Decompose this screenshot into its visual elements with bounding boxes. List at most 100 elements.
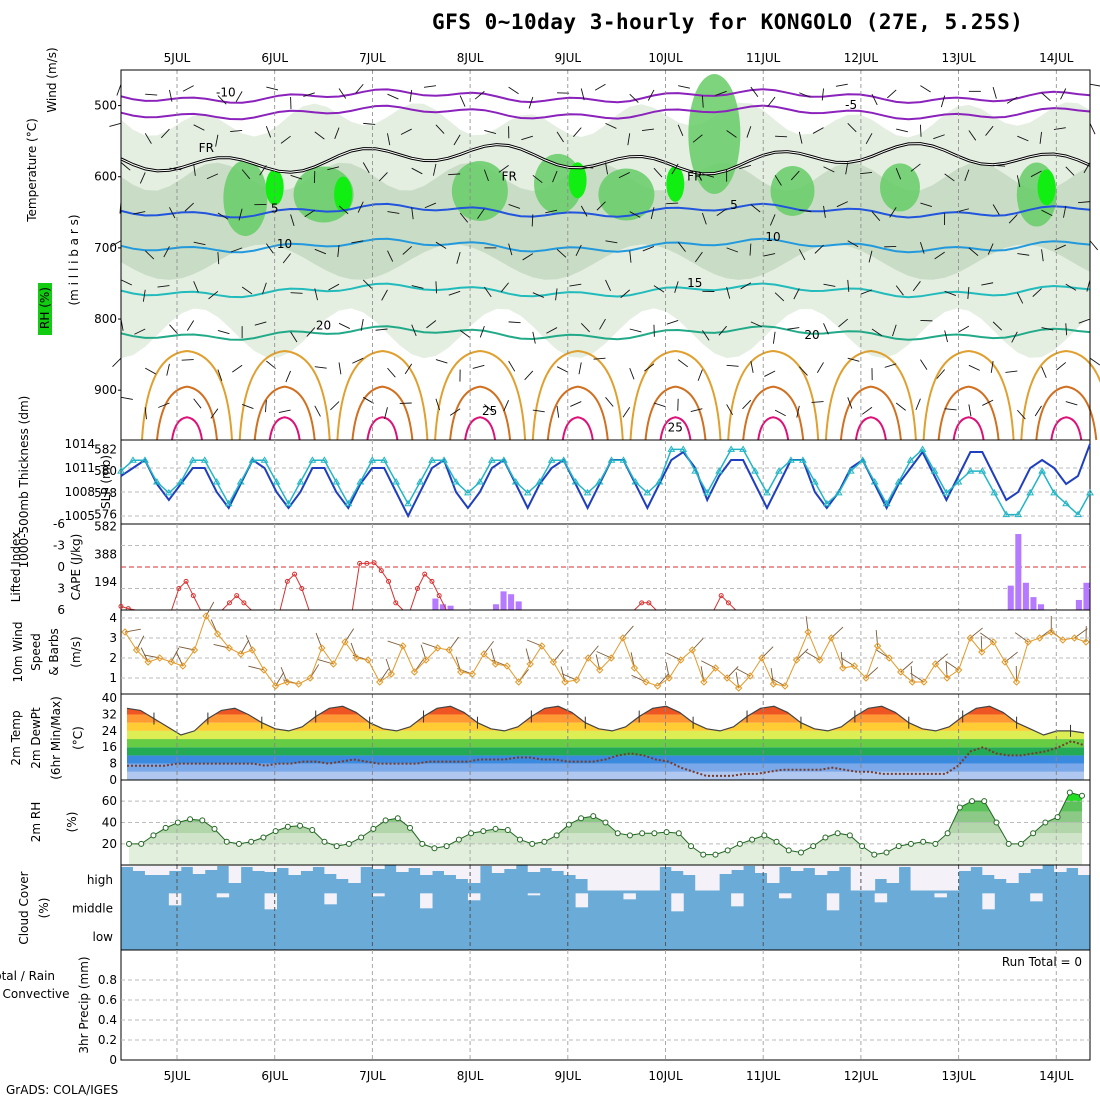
rh-point <box>199 817 206 824</box>
wind-barb <box>886 89 897 99</box>
wind-barb <box>166 363 170 376</box>
wind-speed-point <box>665 674 673 682</box>
wind-barb <box>1016 409 1026 420</box>
rh-point <box>480 828 487 835</box>
wind-speed-point <box>248 646 257 654</box>
wind-barb <box>830 626 844 639</box>
cloud-level-label: high <box>87 873 113 887</box>
cloud-axis-label: Cloud Cover <box>17 871 31 944</box>
wind-barb <box>280 135 291 144</box>
thickness-point <box>655 478 664 485</box>
wind-barb <box>381 289 388 301</box>
rh-color-band <box>129 843 1082 865</box>
rh-moist-cell <box>598 168 655 221</box>
wind-speed-point <box>283 678 291 686</box>
diurnal-contour <box>268 416 301 441</box>
wind-speed-point <box>156 654 164 662</box>
wind-barb <box>235 91 243 102</box>
wind-barb <box>934 251 945 260</box>
wind-barb <box>352 357 364 364</box>
thickness-tick: 580 <box>94 464 117 478</box>
wind-speed-point <box>746 672 754 680</box>
bottom-date-label: 10JUL <box>648 1069 683 1083</box>
wind-barb <box>193 241 206 246</box>
wind-barb <box>387 211 400 214</box>
cloud-mid-gap <box>671 893 684 912</box>
cape-bar <box>515 601 522 610</box>
wind-barb <box>605 279 611 291</box>
diurnal-contour <box>727 350 820 441</box>
thickness-point <box>810 478 819 485</box>
wind-speed-point <box>966 634 974 642</box>
precip-tick: 0.6 <box>98 993 117 1007</box>
wind-barb <box>793 288 800 300</box>
wind-barb <box>666 320 679 325</box>
thickness-point <box>380 456 389 463</box>
wind-barb <box>1041 366 1047 378</box>
wind-barb <box>362 162 370 174</box>
thickness-point <box>990 488 999 496</box>
wind-barb <box>290 214 295 227</box>
wind-barb <box>169 167 182 171</box>
wind-barb <box>944 290 957 297</box>
cape-bar <box>1022 582 1029 610</box>
wind-barb <box>895 168 902 180</box>
rh-point <box>675 830 682 837</box>
wind-barb <box>871 93 878 106</box>
cloud-high-gap <box>360 865 373 867</box>
wind-barb <box>718 325 727 336</box>
wind-barb <box>158 402 170 408</box>
wind-speed-point <box>1082 638 1090 646</box>
wind-barb <box>653 402 666 408</box>
wind-barb <box>265 126 272 138</box>
diurnal-contour <box>854 416 887 441</box>
wind-barb <box>181 359 194 361</box>
wind-speed-point <box>491 660 500 668</box>
wind-barb <box>206 173 219 180</box>
wind-barb <box>362 279 373 289</box>
wind-barb <box>1060 88 1067 100</box>
rh-point <box>284 823 291 830</box>
wind-barb <box>404 363 413 375</box>
thickness-point <box>1062 499 1070 507</box>
upper-air-panel: FR FR FR 5 5 10 10 15 20 20 -5 -10 25 25 500 600 700 800 9… <box>25 47 1100 441</box>
rh-moist-cell <box>770 165 815 216</box>
wind-barb <box>642 246 655 252</box>
cloud-high-gap <box>228 865 242 883</box>
wind-speed-point <box>399 642 407 650</box>
lifted-index-point <box>378 568 384 574</box>
rh-point <box>529 840 536 847</box>
cloud-high-gap <box>910 865 924 891</box>
wind-barb <box>1017 135 1029 142</box>
cloud-high-gap <box>1030 865 1043 869</box>
run-total-label: Run Total = 0 <box>1002 955 1082 969</box>
cloud-high-gap <box>623 865 636 891</box>
wind-barb <box>1014 632 1029 643</box>
lifted-tick: 0 <box>57 560 65 574</box>
thickness-point <box>679 445 688 452</box>
wind-barb <box>285 370 291 383</box>
thickness-point <box>416 478 424 485</box>
cloud-mid-gap <box>731 893 744 907</box>
wind-barb <box>182 85 194 92</box>
wind-barb <box>303 92 315 97</box>
wind-speed-point <box>549 658 558 666</box>
wind-barb <box>620 289 631 299</box>
wind-barb <box>1065 166 1075 176</box>
wind-barb <box>674 281 679 293</box>
wind-barb <box>618 172 630 179</box>
lifted-index-point <box>357 560 363 566</box>
wind-barb <box>474 91 485 100</box>
wind-speed-point <box>607 654 615 662</box>
isotherm-line <box>120 282 1091 299</box>
wind-barb <box>742 399 752 410</box>
wind-barb <box>169 89 173 102</box>
cape-bar <box>508 594 515 610</box>
wind-barb <box>958 325 970 333</box>
wind-barb <box>692 134 703 143</box>
wind-axis-label: 10m Wind <box>11 622 25 683</box>
cloud-high-gap <box>778 865 792 867</box>
wind-barb <box>411 207 414 220</box>
wind-barb <box>145 367 156 375</box>
wind-barb <box>993 164 1006 167</box>
